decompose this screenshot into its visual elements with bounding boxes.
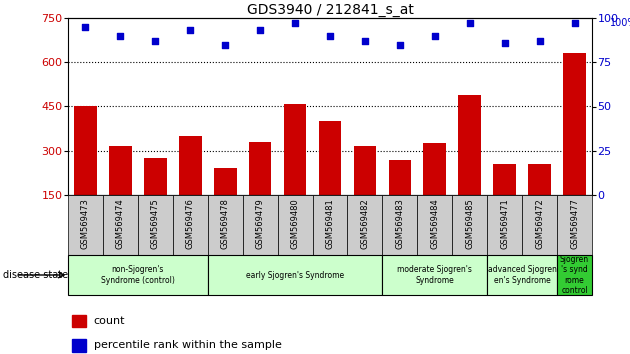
Point bbox=[151, 38, 161, 44]
Bar bbox=[72, 339, 86, 352]
Text: GSM569471: GSM569471 bbox=[500, 198, 509, 249]
Bar bbox=[389, 160, 411, 195]
Point bbox=[325, 33, 335, 39]
Point bbox=[430, 33, 440, 39]
Bar bbox=[417, 195, 452, 255]
Point bbox=[570, 21, 580, 26]
Bar bbox=[459, 95, 481, 195]
Point bbox=[360, 38, 370, 44]
Bar bbox=[487, 255, 557, 295]
Text: GSM569480: GSM569480 bbox=[290, 198, 300, 249]
Bar bbox=[382, 195, 417, 255]
Text: non-Sjogren's
Syndrome (control): non-Sjogren's Syndrome (control) bbox=[101, 265, 175, 285]
Text: GSM569483: GSM569483 bbox=[396, 198, 404, 249]
Text: disease state: disease state bbox=[3, 270, 68, 280]
Bar bbox=[353, 146, 376, 195]
Bar bbox=[173, 195, 208, 255]
Bar bbox=[278, 195, 312, 255]
Bar bbox=[243, 195, 278, 255]
Text: GSM569473: GSM569473 bbox=[81, 198, 90, 249]
Text: GSM569475: GSM569475 bbox=[151, 198, 160, 249]
Point bbox=[500, 40, 510, 46]
Text: count: count bbox=[94, 316, 125, 326]
Text: percentile rank within the sample: percentile rank within the sample bbox=[94, 340, 282, 350]
Bar bbox=[452, 195, 487, 255]
Bar bbox=[74, 107, 97, 195]
Text: GSM569481: GSM569481 bbox=[326, 198, 335, 249]
Text: 100%: 100% bbox=[610, 18, 630, 28]
Point bbox=[255, 28, 265, 33]
Bar bbox=[72, 315, 86, 327]
Bar bbox=[528, 164, 551, 195]
Title: GDS3940 / 212841_s_at: GDS3940 / 212841_s_at bbox=[246, 3, 413, 17]
Point bbox=[290, 21, 300, 26]
Text: GSM569479: GSM569479 bbox=[256, 198, 265, 249]
Bar bbox=[103, 195, 138, 255]
Text: GSM569477: GSM569477 bbox=[570, 198, 579, 249]
Bar bbox=[563, 53, 586, 195]
Point bbox=[185, 28, 195, 33]
Text: GSM569485: GSM569485 bbox=[465, 198, 474, 249]
Bar bbox=[382, 255, 487, 295]
Bar bbox=[487, 195, 522, 255]
Bar bbox=[68, 255, 208, 295]
Text: GSM569476: GSM569476 bbox=[186, 198, 195, 249]
Bar bbox=[312, 195, 348, 255]
Text: GSM569474: GSM569474 bbox=[116, 198, 125, 249]
Bar bbox=[179, 136, 202, 195]
Bar bbox=[144, 158, 167, 195]
Point bbox=[220, 42, 230, 47]
Bar bbox=[68, 195, 103, 255]
Text: advanced Sjogren
en's Syndrome: advanced Sjogren en's Syndrome bbox=[488, 265, 556, 285]
Bar bbox=[208, 195, 243, 255]
Bar bbox=[208, 255, 382, 295]
Bar bbox=[319, 121, 341, 195]
Point bbox=[115, 33, 125, 39]
Text: GSM569484: GSM569484 bbox=[430, 198, 439, 249]
Bar bbox=[109, 146, 132, 195]
Bar bbox=[214, 169, 236, 195]
Point bbox=[465, 21, 475, 26]
Text: GSM569482: GSM569482 bbox=[360, 198, 369, 249]
Bar bbox=[138, 195, 173, 255]
Text: early Sjogren's Syndrome: early Sjogren's Syndrome bbox=[246, 270, 344, 280]
Bar bbox=[249, 142, 272, 195]
Point bbox=[535, 38, 545, 44]
Bar bbox=[557, 195, 592, 255]
Bar bbox=[348, 195, 382, 255]
Bar bbox=[493, 164, 516, 195]
Text: GSM569478: GSM569478 bbox=[220, 198, 230, 249]
Text: moderate Sjogren's
Syndrome: moderate Sjogren's Syndrome bbox=[398, 265, 472, 285]
Bar bbox=[284, 104, 306, 195]
Text: Sjogren
's synd
rome
control: Sjogren 's synd rome control bbox=[560, 255, 589, 295]
Point bbox=[81, 24, 91, 30]
Point bbox=[395, 42, 405, 47]
Text: GSM569472: GSM569472 bbox=[535, 198, 544, 249]
Bar bbox=[423, 143, 446, 195]
Bar bbox=[557, 255, 592, 295]
Bar bbox=[522, 195, 557, 255]
